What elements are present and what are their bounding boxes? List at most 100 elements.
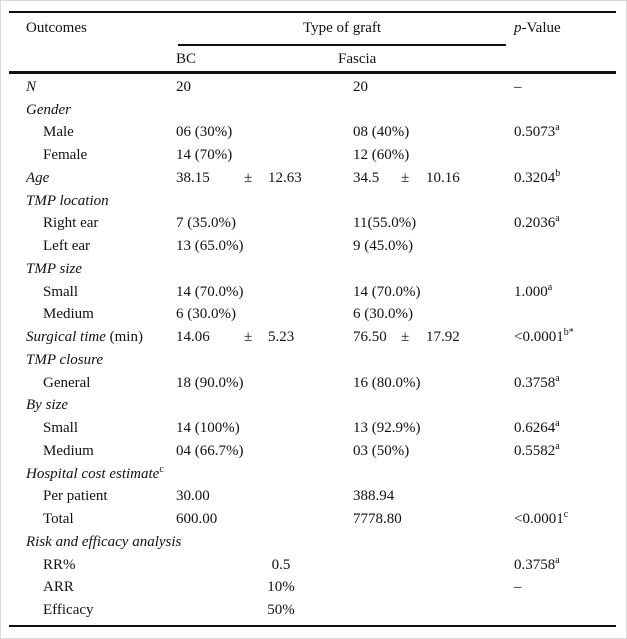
bc-value-cell: 06 (30%) — [176, 124, 233, 141]
table-row: RR% 0.5 0.3758a — [9, 554, 616, 577]
row-label: TMP closure — [26, 351, 104, 368]
p-value-cell: <0.0001c — [514, 509, 569, 528]
p-value-italic-p: p — [514, 20, 522, 36]
fascia-value-cell: 03 (50%) — [353, 442, 410, 459]
row-label: Risk and efficacy analysis — [26, 533, 182, 550]
fascia-value-cell: 08 (40%) — [353, 124, 410, 141]
row-label: Hospital cost estimatec — [26, 463, 164, 482]
table-row: Age 38.15 ±12.63 34.5 ±10.16 0.3204b — [9, 167, 616, 190]
fascia-value-cell: 76.50 ±17.92 — [353, 329, 460, 346]
row-label: Male — [43, 124, 74, 141]
table-row: Efficacy 50% — [9, 599, 616, 622]
bc-value-cell: 14 (100%) — [176, 420, 240, 437]
table-body: N 20 20 – Gender Male 06 (30%) 08 (40%) 0.5073a F… — [9, 76, 616, 622]
p-value-cell: <0.0001b* — [514, 327, 574, 346]
table-row: N 20 20 – — [9, 76, 616, 99]
table-row: Male 06 (30%) 08 (40%) 0.5073a — [9, 122, 616, 145]
rule-top — [9, 11, 616, 13]
combined-value-cell: 10% — [267, 579, 295, 596]
row-label: TMP location — [26, 192, 109, 209]
p-value-rest: -Value — [521, 20, 561, 36]
fascia-value-cell: 12 (60%) — [353, 147, 410, 164]
rule-header-bottom — [9, 71, 616, 74]
row-label: By size — [26, 397, 69, 414]
table-row: TMP location — [9, 190, 616, 213]
row-label: Female — [43, 147, 88, 164]
row-label: Small — [43, 420, 79, 437]
fascia-value-cell: 7778.80 — [353, 511, 402, 528]
table-row: Hospital cost estimatec — [9, 463, 616, 486]
row-label: TMP size — [26, 260, 82, 277]
table-row: ARR 10% – — [9, 577, 616, 600]
bc-value-cell: 13 (65.0%) — [176, 238, 244, 255]
table-row: Left ear 13 (65.0%) 9 (45.0%) — [9, 235, 616, 258]
row-label: Small — [43, 283, 79, 300]
bc-value-cell: 20 — [176, 78, 191, 95]
table-row: Gender — [9, 99, 616, 122]
row-label: Age — [26, 169, 50, 186]
bc-value-cell: 14.06 ±5.23 — [176, 329, 295, 346]
p-value-cell: 0.3758a — [514, 554, 560, 573]
row-label: Medium — [43, 306, 94, 323]
p-value-cell: 0.3758a — [514, 372, 560, 391]
p-value-cell: 0.5582a — [514, 440, 560, 459]
fascia-value-cell: 388.94 — [353, 488, 395, 505]
col-subheader-bc: BC — [176, 51, 197, 67]
row-label: Total — [43, 511, 74, 528]
col-header-outcomes: Outcomes — [26, 20, 87, 36]
table-row: Surgical time (min) 14.06 ±5.23 76.50 ±17.92… — [9, 326, 616, 349]
col-header-type-of-graft: Type of graft — [302, 20, 382, 36]
table-row: Small 14 (70.0%) 14 (70.0%) 1.000a — [9, 281, 616, 304]
table-row: General 18 (90.0%) 16 (80.0%) 0.3758a — [9, 372, 616, 395]
p-value-cell: 0.5073a — [514, 122, 560, 141]
bc-value-cell: 04 (66.7%) — [176, 442, 244, 459]
p-value-cell: – — [514, 78, 522, 95]
p-value-cell: 1.000a — [514, 281, 553, 300]
table-row: Small 14 (100%) 13 (92.9%) 0.6264a — [9, 417, 616, 440]
row-label: Efficacy — [43, 602, 94, 619]
fascia-value-cell: 16 (80.0%) — [353, 374, 421, 391]
table-row: Right ear 7 (35.0%) 11(55.0%) 0.2036a — [9, 213, 616, 236]
row-label: N — [26, 78, 37, 95]
col-header-p-value: p-Value — [514, 20, 561, 37]
table-row: By size — [9, 395, 616, 418]
bc-value-cell: 38.15 ±12.63 — [176, 169, 302, 186]
bc-value-cell: 18 (90.0%) — [176, 374, 244, 391]
row-label: Per patient — [43, 488, 108, 505]
bc-value-cell: 7 (35.0%) — [176, 215, 236, 232]
p-value-cell: 0.6264a — [514, 418, 560, 437]
p-value-cell: 0.3204b — [514, 167, 561, 186]
fascia-value-cell: 9 (45.0%) — [353, 238, 413, 255]
row-label: ARR — [43, 579, 74, 596]
row-label: Gender — [26, 101, 71, 118]
bc-value-cell: 14 (70%) — [176, 147, 233, 164]
row-label: Right ear — [43, 215, 99, 232]
fascia-value-cell: 13 (92.9%) — [353, 420, 421, 437]
table-row: Risk and efficacy analysis — [9, 531, 616, 554]
fascia-value-cell: 34.5 ±10.16 — [353, 169, 460, 186]
table-row: TMP closure — [9, 349, 616, 372]
combined-value-cell: 0.5 — [271, 556, 291, 573]
table-row: Female 14 (70%) 12 (60%) — [9, 144, 616, 167]
table-row: TMP size — [9, 258, 616, 281]
row-label: General — [43, 374, 91, 391]
table-row: Per patient 30.00 388.94 — [9, 486, 616, 509]
p-value-cell: 0.2036a — [514, 213, 560, 232]
rule-type-of-graft-span — [178, 44, 506, 46]
fascia-value-cell: 6 (30.0%) — [353, 306, 413, 323]
fascia-value-cell: 14 (70.0%) — [353, 283, 421, 300]
bc-value-cell: 6 (30.0%) — [176, 306, 236, 323]
bc-value-cell: 30.00 — [176, 488, 210, 505]
col-subheader-fascia: Fascia — [338, 51, 377, 67]
table-row: Medium 6 (30.0%) 6 (30.0%) — [9, 304, 616, 327]
row-label: Medium — [43, 442, 94, 459]
table-row: Medium 04 (66.7%) 03 (50%) 0.5582a — [9, 440, 616, 463]
rule-bottom — [9, 625, 616, 627]
table-row: Total 600.00 7778.80 <0.0001c — [9, 508, 616, 531]
row-label: RR% — [43, 556, 76, 573]
bc-value-cell: 14 (70.0%) — [176, 283, 244, 300]
bc-value-cell: 600.00 — [176, 511, 218, 528]
combined-value-cell: 50% — [267, 602, 295, 619]
row-label: Left ear — [43, 238, 91, 255]
